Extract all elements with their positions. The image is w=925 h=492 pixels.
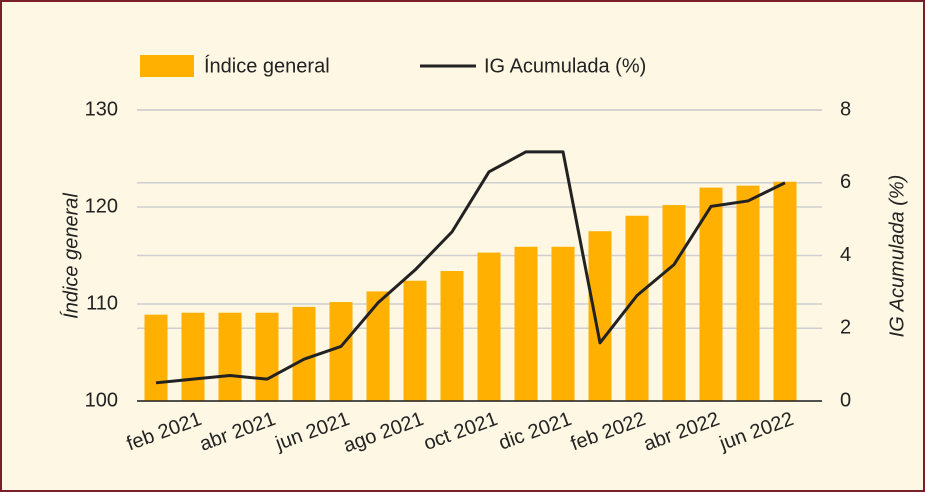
bar <box>662 205 686 401</box>
bar <box>255 312 279 401</box>
y2-tick-label: 6 <box>840 171 851 193</box>
y-tick-label: 110 <box>86 292 118 314</box>
bar <box>514 246 538 401</box>
y2-tick-label: 8 <box>840 98 851 120</box>
bar <box>144 314 168 401</box>
y-axis-label: Índice general <box>59 193 82 319</box>
bar <box>736 185 760 401</box>
legend-swatch <box>140 55 194 77</box>
bar <box>773 181 797 401</box>
legend-label: IG Acumulada (%) <box>484 55 646 77</box>
y2-tick-label: 4 <box>840 244 851 266</box>
bar <box>403 280 427 401</box>
y-tick-label: 130 <box>85 98 118 120</box>
bar <box>218 312 242 401</box>
y-tick-label: 100 <box>85 389 118 411</box>
bar <box>699 187 723 401</box>
bar <box>477 252 501 401</box>
bar <box>329 302 353 401</box>
bar <box>440 271 464 401</box>
line <box>155 150 786 385</box>
bar <box>181 312 205 401</box>
y2-axis-label: IG Acumulada (%) <box>886 175 908 338</box>
y2-tick-label: 2 <box>840 317 851 339</box>
y2-tick-label: 0 <box>840 389 851 411</box>
bar <box>625 215 649 401</box>
bar <box>588 231 612 401</box>
legend-label: Índice general <box>204 54 330 77</box>
bar <box>366 291 390 401</box>
bar <box>551 246 575 401</box>
bar <box>292 306 316 401</box>
y-tick-label: 120 <box>85 195 118 217</box>
